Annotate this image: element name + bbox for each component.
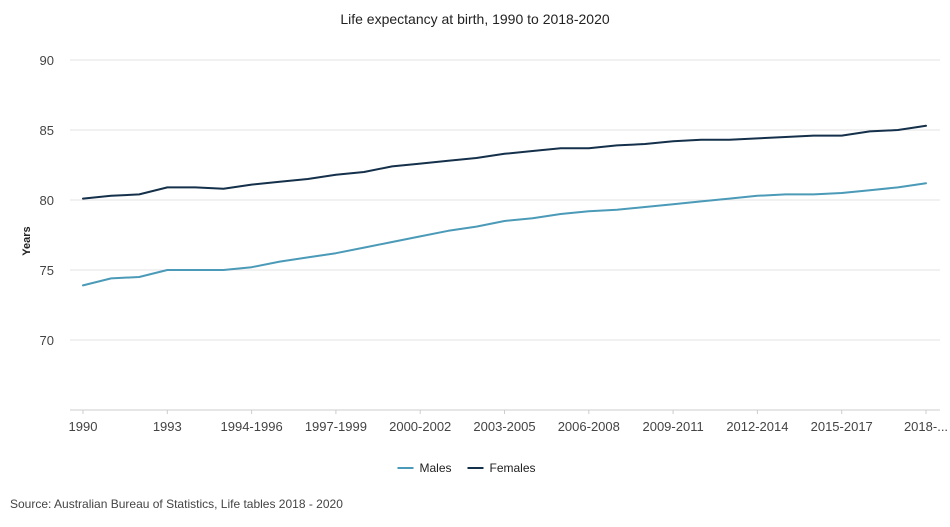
x-tick-label: 1993 bbox=[153, 419, 182, 434]
y-tick-label: 90 bbox=[40, 53, 54, 68]
chart-title: Life expectancy at birth, 1990 to 2018-2… bbox=[340, 11, 610, 27]
y-axis-ticks: 70 75 80 85 90 bbox=[40, 53, 54, 348]
x-tick-label: 2012-2014 bbox=[726, 419, 788, 434]
y-tick-label: 75 bbox=[40, 263, 54, 278]
gridlines bbox=[70, 59, 940, 341]
x-tick-label: 2018-... bbox=[904, 419, 948, 434]
x-axis-ticks: 1990 1993 1994-1996 1997-1999 2000-2002 2003-… bbox=[69, 410, 948, 434]
x-tick-label: 2009-2011 bbox=[642, 419, 703, 434]
x-tick-label: 2006-2008 bbox=[558, 419, 620, 434]
x-tick-label: 2003-2005 bbox=[473, 419, 535, 434]
x-tick-label: 2000-2002 bbox=[389, 419, 451, 434]
x-tick-label: 1990 bbox=[69, 419, 98, 434]
legend-item-males[interactable]: Males bbox=[397, 461, 452, 475]
series-lines bbox=[82, 124, 927, 287]
series-line-females bbox=[82, 124, 927, 200]
y-tick-label: 70 bbox=[40, 333, 54, 348]
legend-label: Males bbox=[420, 461, 452, 475]
source-note: Source: Australian Bureau of Statistics,… bbox=[10, 497, 343, 511]
y-tick-label: 85 bbox=[40, 123, 54, 138]
x-tick-label: 2015-2017 bbox=[811, 419, 873, 434]
x-tick-label: 1997-1999 bbox=[305, 419, 367, 434]
legend-label: Females bbox=[490, 461, 536, 475]
legend-item-females[interactable]: Females bbox=[467, 461, 536, 475]
series-line-males bbox=[82, 182, 927, 287]
legend[interactable]: Males Females bbox=[397, 461, 536, 475]
y-tick-label: 80 bbox=[40, 193, 54, 208]
y-axis-label: Years bbox=[21, 226, 33, 255]
x-tick-label: 1994-1996 bbox=[221, 419, 283, 434]
